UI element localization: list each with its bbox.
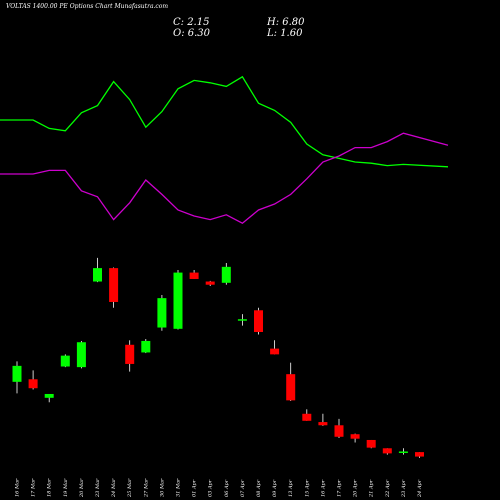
candle-body [93, 268, 102, 282]
x-tick-label: 03 Apr [208, 479, 214, 497]
indicator-line-1 [0, 75, 449, 168]
x-tick-label: 07 Apr [240, 479, 246, 497]
candle-body [141, 340, 151, 353]
x-tick-label: 21 Apr [369, 479, 375, 498]
candle-body [334, 425, 344, 437]
indicator-lines [0, 75, 449, 224]
x-tick-label: 24 Apr [417, 479, 423, 498]
x-tick-label: 08 Apr [256, 479, 262, 497]
x-tick-label: 15 Apr [304, 479, 310, 497]
candle-body [125, 344, 135, 364]
x-tick-label: 30 Mar [159, 478, 165, 497]
close-label: C: 2.15 [173, 17, 209, 28]
x-tick-label: 18 Mar [47, 478, 53, 497]
x-tick-label: 01 Apr [192, 479, 198, 497]
x-tick-label: 25 Mar [127, 478, 133, 498]
x-tick-label: 13 Apr [288, 479, 294, 497]
x-tick-label: 16 Mar [15, 478, 21, 497]
x-tick-label: 17 Mar [31, 478, 37, 497]
x-tick-label: 23 Mar [95, 478, 101, 498]
x-tick-label: 16 Apr [320, 479, 326, 497]
x-tick-label: 06 Apr [224, 479, 230, 497]
candle-body [398, 451, 408, 453]
x-tick-label: 27 Mar [143, 478, 149, 498]
candle-body [12, 365, 22, 382]
x-axis-ticks: 16 Mar 17 Mar 18 Mar 19 Mar 20 Mar 23 Mar 24 M… [15, 478, 424, 498]
x-tick-label: 17 Apr [337, 479, 343, 497]
x-tick-label: 22 Apr [385, 479, 391, 498]
x-tick-label: 20 Apr [353, 479, 359, 498]
candles [12, 257, 424, 458]
x-tick-label: 31 Mar [176, 478, 182, 497]
candle-body [286, 374, 296, 401]
candle-body [270, 348, 280, 355]
x-tick-label: 23 Apr [401, 479, 407, 498]
candle-body [254, 310, 263, 332]
candle-body [221, 266, 231, 283]
x-tick-label: 24 Mar [111, 478, 117, 498]
candle-body [237, 319, 247, 321]
candle-body [60, 355, 70, 367]
candle-body [28, 379, 38, 389]
candle-body [157, 298, 167, 328]
candle-body [366, 439, 376, 448]
candle-body [302, 413, 312, 421]
x-tick-label: 09 Apr [272, 479, 278, 497]
open-label: O: 6.30 [173, 28, 211, 39]
chart-title: VOLTAS 1400.00 PE Options Chart Munafasu… [6, 3, 168, 10]
x-tick-label: 20 Mar [79, 478, 85, 498]
candle-body [76, 342, 86, 368]
x-tick-label: 19 Mar [63, 478, 69, 497]
candle-body [173, 272, 183, 329]
low-label: L: 1.60 [266, 28, 303, 39]
candle-body [415, 452, 424, 457]
candle-body [205, 281, 215, 285]
candle-body [109, 268, 119, 302]
indicator-line-2 [0, 132, 449, 224]
candle-body [350, 434, 360, 439]
candle-body [44, 393, 54, 398]
candle-body [318, 422, 328, 426]
candle-body [189, 272, 199, 279]
high-label: H: 6.80 [266, 17, 305, 28]
candle-body [382, 448, 392, 454]
